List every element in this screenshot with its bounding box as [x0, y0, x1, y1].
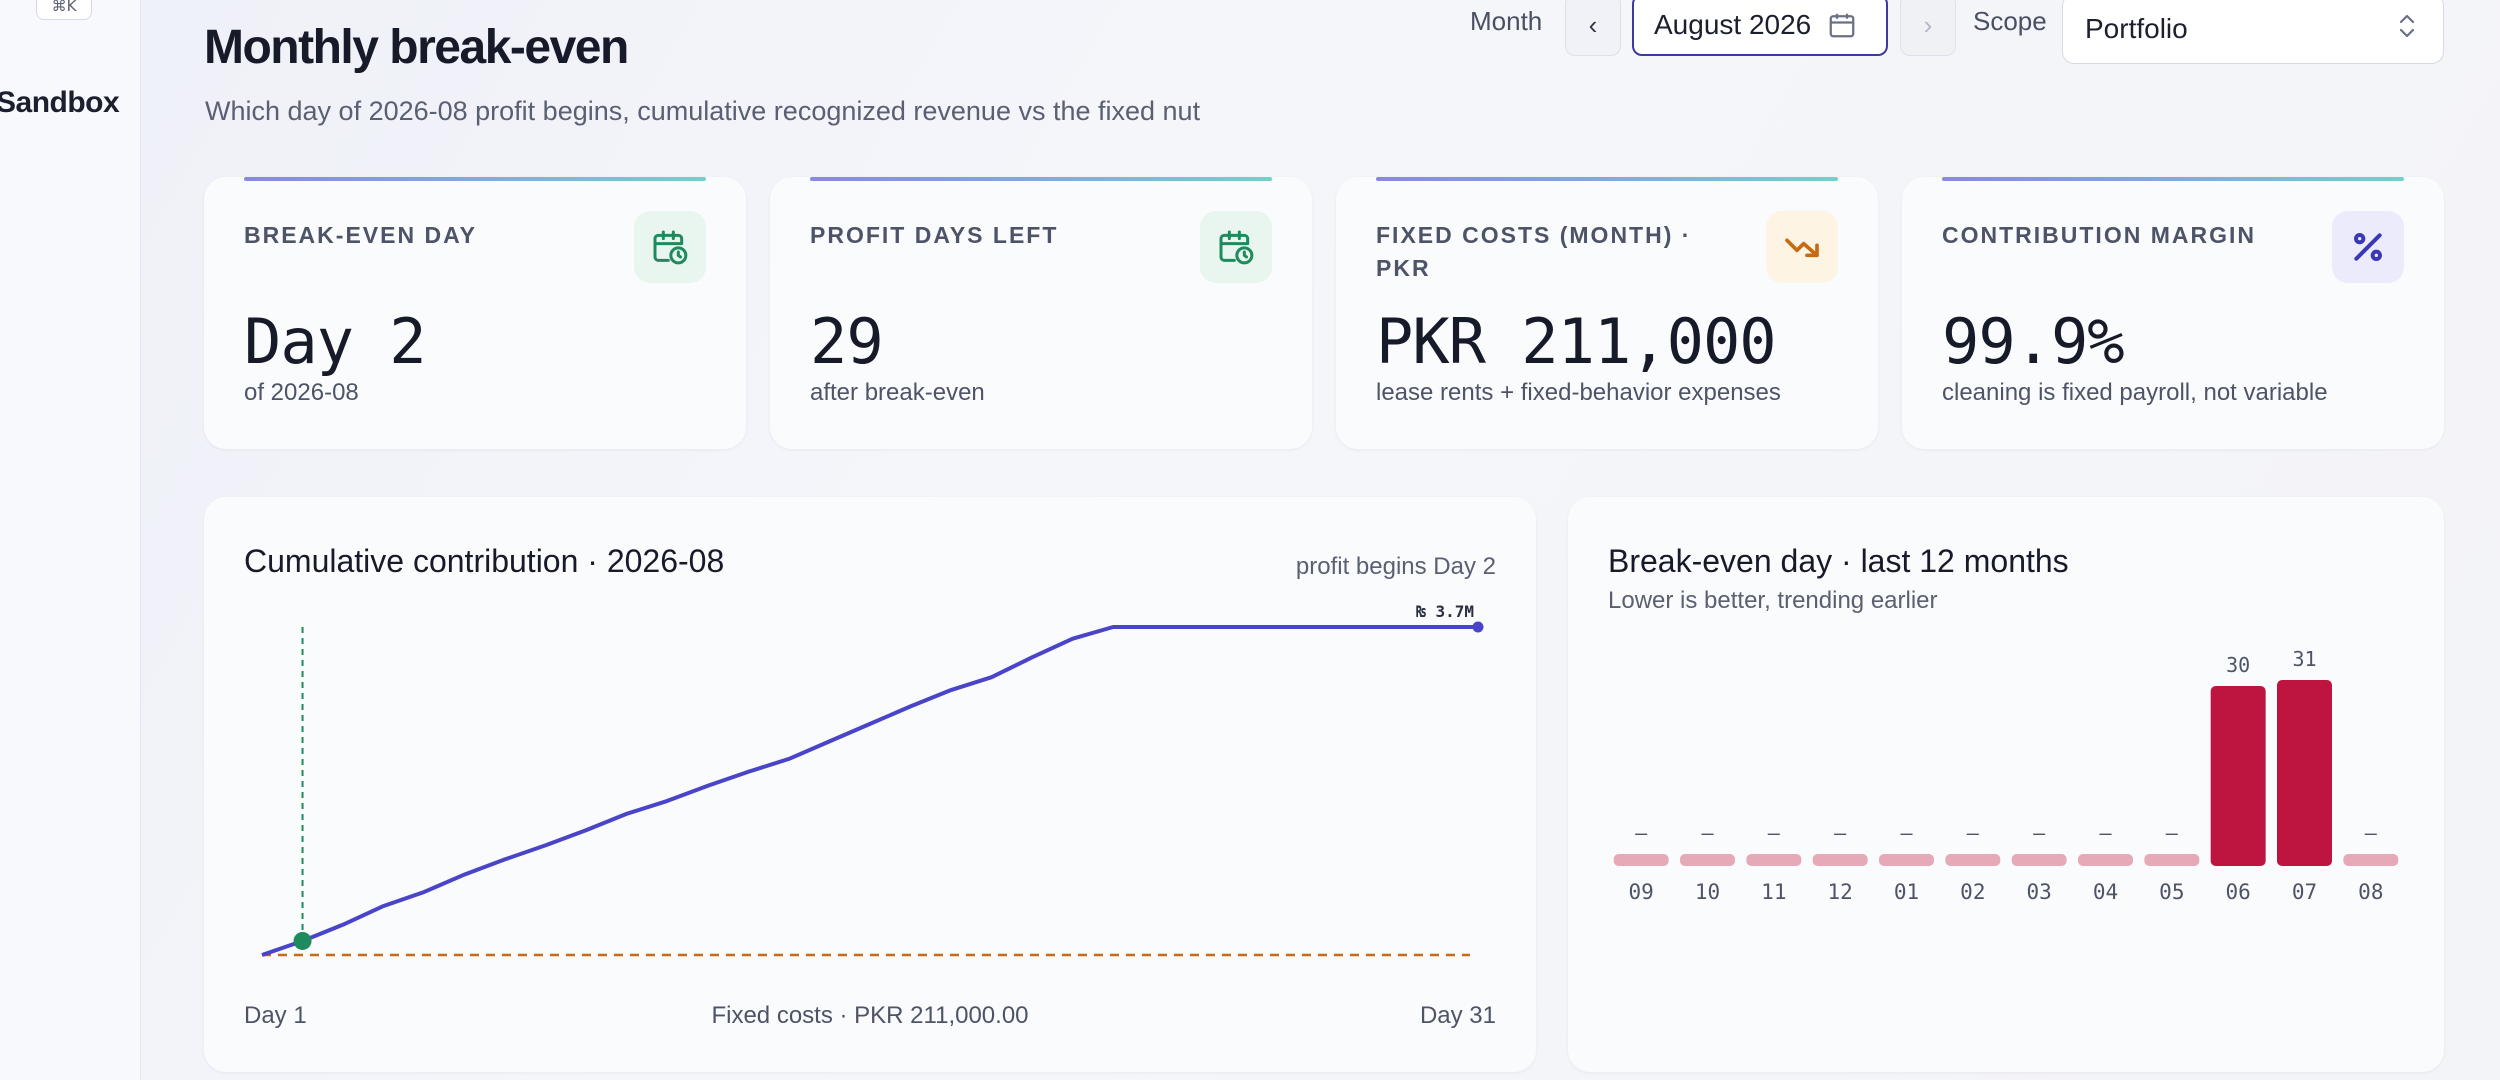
bar-03[interactable] [2011, 854, 2067, 866]
bar-11[interactable] [1746, 854, 1802, 866]
month-label: Month [1470, 6, 1543, 36]
calendar-icon [1829, 13, 1855, 38]
x-tick-label: 07 [2292, 880, 2317, 904]
bar-08[interactable] [2343, 854, 2399, 866]
next-month-button[interactable]: › [1900, 0, 1956, 56]
bar-value-label: – [2099, 821, 2112, 845]
trend-down-icon [1766, 211, 1838, 283]
bar-value-label: – [1967, 821, 1980, 845]
breakeven-point[interactable] [293, 931, 312, 950]
chevron-updown-icon [2399, 14, 2415, 38]
card-title: Cumulative contribution · 2026-08 [244, 543, 725, 579]
bar-value-label: – [1900, 821, 1913, 845]
bar-value-label: – [1768, 821, 1781, 845]
x-tick-label: 04 [2093, 880, 2118, 904]
bar-value-label: – [1635, 821, 1648, 845]
x-tick-label: 02 [1960, 880, 1985, 904]
month-picker[interactable]: August 2026 [1632, 0, 1888, 56]
bar-07[interactable] [2277, 680, 2332, 866]
kpi-card-contribution-margin: CONTRIBUTION MARGIN 99.9% cleaning is fi… [1902, 177, 2444, 449]
calendar-clock-icon [634, 211, 706, 283]
kpi-label: BREAK-EVEN DAY [244, 222, 477, 248]
bar-05[interactable] [2144, 854, 2200, 866]
page-subtitle: Which day of 2026-08 profit begins, cumu… [205, 96, 1201, 126]
kpi-value: 99.9% [1942, 305, 2125, 378]
kpi-card-fixed-costs: FIXED COSTS (MONTH) · PKR PKR 211,000 le… [1336, 177, 1878, 449]
x-tick-label: 10 [1695, 880, 1720, 904]
fixed-costs-label: Fixed costs · PKR 211,000.00 [711, 1002, 1029, 1029]
x-tick-label: 01 [1894, 880, 1919, 904]
search-shortcut-hint[interactable]: ⌘K [36, 0, 92, 20]
kpi-note: lease rents + fixed-behavior expenses [1376, 379, 1781, 406]
bar-02[interactable] [1945, 854, 2001, 866]
breakeven-history-card: Break-even day · last 12 months Lower is… [1568, 497, 2444, 1072]
bar-09[interactable] [1613, 854, 1669, 866]
bar-value-label: – [1701, 821, 1714, 845]
x-axis-start-label: Day 1 [244, 1002, 307, 1029]
percent-icon [2332, 211, 2404, 283]
bar-value-label: – [1834, 821, 1847, 845]
bar-01[interactable] [1879, 854, 1934, 866]
scope-select[interactable]: Portfolio [2062, 0, 2444, 64]
x-tick-label: 05 [2159, 880, 2184, 904]
bar-value-label: – [2166, 821, 2179, 845]
cumulative-series-line [261, 625, 1478, 957]
page-title: Monthly break-even [204, 21, 629, 74]
kpi-label: CONTRIBUTION MARGIN [1942, 222, 2256, 248]
end-value-label: ₨ 3.7M [1416, 602, 1474, 621]
cumulative-line-chart: ₨ 3.7M [261, 602, 1484, 957]
x-tick-label: 12 [1828, 880, 1853, 904]
prev-month-button[interactable]: ‹ [1565, 0, 1621, 56]
kpi-value: Day 2 [244, 305, 427, 378]
kpi-note: of 2026-08 [244, 379, 359, 406]
bar-value-label: 30 [2226, 653, 2250, 677]
end-point[interactable] [1472, 621, 1484, 633]
sidebar: ⌘K Sandbox [0, 0, 141, 1080]
bar-value-label: 31 [2292, 647, 2316, 671]
bar-value-label: – [2033, 821, 2046, 845]
bar-06[interactable] [2210, 686, 2266, 866]
bar-04[interactable] [2078, 854, 2133, 866]
cumulative-contribution-card: Cumulative contribution · 2026-08 profit… [204, 497, 1536, 1072]
card-subtitle: Lower is better, trending earlier [1608, 587, 1938, 614]
kpi-value: 29 [810, 305, 884, 378]
kpi-note: after break-even [810, 379, 985, 406]
sidebar-brand[interactable]: Sandbox [0, 86, 120, 119]
scope-value: Portfolio [2085, 13, 2188, 44]
month-value: August 2026 [1654, 9, 1812, 40]
x-tick-label: 11 [1761, 880, 1786, 904]
x-tick-label: 08 [2358, 880, 2383, 904]
scope-label: Scope [1973, 6, 2047, 36]
kpi-label: PROFIT DAYS LEFT [810, 222, 1059, 248]
kpi-card-breakeven-day: BREAK-EVEN DAY Day 2 of 2026-08 [204, 177, 746, 449]
kpi-label: FIXED COSTS (MONTH) · PKR [1376, 222, 1692, 281]
kpi-value: PKR 211,000 [1376, 305, 1777, 378]
x-axis-end-label: Day 31 [1419, 1002, 1496, 1029]
x-tick-label: 09 [1629, 880, 1654, 904]
bar-12[interactable] [1812, 854, 1868, 866]
kpi-card-profit-days-left: PROFIT DAYS LEFT 29 after break-even [770, 177, 1312, 449]
bar-10[interactable] [1680, 854, 1735, 866]
breakeven-bar-chart: – 09 – 10 – 11 – 12 – 01 – 02 – 03 – 04 – 05 30 06 31 07 – 08 [1613, 647, 2399, 904]
breakeven-caption: profit begins Day 2 [1295, 553, 1496, 580]
kpi-note: cleaning is fixed payroll, not variable [1942, 379, 2328, 406]
calendar-clock-icon [1200, 211, 1272, 283]
x-tick-label: 03 [2027, 880, 2052, 904]
card-title: Break-even day · last 12 months [1608, 543, 2069, 579]
x-tick-label: 06 [2226, 880, 2251, 904]
bar-value-label: – [2365, 821, 2378, 845]
